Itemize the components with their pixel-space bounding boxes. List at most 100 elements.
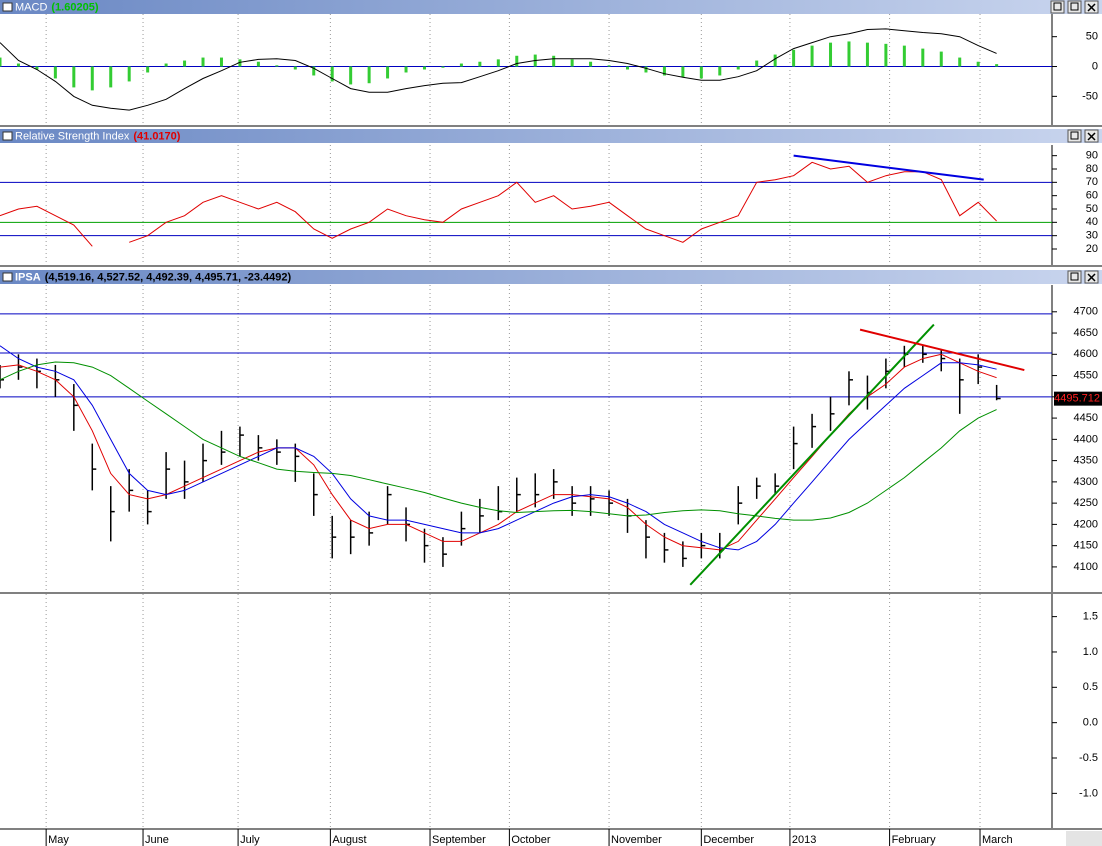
y-tick-label: 4550 (1074, 369, 1098, 381)
y-tick-label: 4650 (1074, 327, 1098, 339)
panel-icon (2, 272, 13, 282)
panel-title-value: (1.60205) (51, 1, 98, 13)
scroll-corner (1066, 831, 1102, 846)
panel-title: Relative Strength Index (15, 130, 130, 142)
histogram-bar (293, 66, 297, 70)
trend-line (859, 328, 1025, 372)
histogram-bar (201, 57, 205, 67)
y-tick-label: 80 (1086, 163, 1098, 175)
x-tick-label: July (240, 834, 260, 846)
histogram-bar (626, 66, 630, 70)
x-tick-label: February (892, 834, 937, 846)
restore-icon (1070, 2, 1079, 11)
x-tick-label: 2013 (792, 834, 816, 846)
y-tick-label: 70 (1086, 176, 1098, 188)
histogram-bar (589, 61, 593, 67)
histogram-bar (958, 57, 962, 67)
histogram-bar (884, 43, 888, 67)
restore-icon (1070, 131, 1079, 140)
histogram-bar (552, 55, 556, 67)
histogram-bar (441, 66, 445, 68)
trend-line (689, 323, 935, 586)
histogram-bar (219, 57, 223, 67)
histogram-bar (829, 42, 833, 67)
histogram-bar (312, 66, 316, 76)
histogram-bar (847, 41, 851, 67)
histogram-bar (773, 54, 777, 67)
y-tick-label: 50 (1086, 203, 1098, 215)
series-line (0, 361, 997, 521)
histogram-bar (902, 45, 906, 67)
histogram-bar (349, 66, 353, 85)
histogram-bar (699, 66, 703, 79)
histogram-bar (662, 66, 666, 76)
y-tick-label: 4100 (1074, 561, 1098, 573)
histogram-bar (90, 66, 94, 91)
panel-icon (2, 2, 13, 12)
y-tick-label: 4450 (1074, 412, 1098, 424)
restore-icon (1053, 2, 1062, 11)
panel-title-bar (0, 270, 1102, 284)
panel-title: MACD (15, 1, 47, 13)
x-tick-label: March (982, 834, 1013, 846)
histogram-bar (755, 60, 759, 67)
histogram-bar (644, 66, 648, 73)
histogram-bar (330, 66, 334, 82)
histogram-bar (459, 63, 463, 67)
histogram-bar (367, 66, 371, 84)
histogram-bar (810, 45, 814, 67)
histogram-bar (976, 61, 980, 67)
y-tick-label: 4350 (1074, 455, 1098, 467)
y-tick-label: 40 (1086, 216, 1098, 228)
y-tick-label: -50 (1082, 90, 1098, 102)
histogram-bar (995, 64, 999, 67)
histogram-bar (865, 42, 869, 67)
histogram-bar (792, 49, 796, 67)
close-icon (1087, 132, 1096, 141)
histogram-bar (0, 57, 2, 67)
y-tick-label: 0.5 (1083, 681, 1098, 693)
histogram-bar (53, 66, 57, 79)
y-tick-label: 1.0 (1083, 646, 1098, 658)
histogram-bar (478, 61, 482, 67)
histogram-bar (921, 48, 925, 67)
y-tick-label: 4400 (1074, 433, 1098, 445)
restore-icon (1070, 272, 1079, 281)
histogram-bar (607, 65, 611, 67)
histogram-bar (146, 66, 150, 73)
panel-title-bar (0, 0, 1102, 14)
y-tick-label: 4700 (1074, 306, 1098, 318)
y-tick-label: 90 (1086, 150, 1098, 162)
close-icon (1087, 3, 1096, 12)
x-tick-label: June (145, 834, 169, 846)
y-tick-label: 60 (1086, 190, 1098, 202)
x-tick-label: December (703, 834, 754, 846)
y-tick-label: 4200 (1074, 518, 1098, 530)
y-tick-label: 20 (1086, 243, 1098, 255)
series-line (0, 28, 997, 111)
y-tick-label: 50 (1086, 31, 1098, 43)
panel-title: IPSA (15, 271, 41, 283)
histogram-bar (35, 66, 39, 70)
x-tick-label: November (611, 834, 662, 846)
histogram-bar (238, 59, 242, 67)
histogram-bar (515, 55, 519, 67)
histogram-bar (386, 66, 390, 79)
y-tick-label: 0 (1092, 60, 1098, 72)
histogram-bar (422, 66, 426, 70)
histogram-bar (109, 66, 113, 88)
y-tick-label: -0.5 (1079, 752, 1098, 764)
trend-line (793, 154, 984, 181)
histogram-bar (127, 66, 131, 82)
histogram-bar (164, 63, 168, 67)
y-tick-label: 1.5 (1083, 611, 1098, 623)
y-tick-label: 4150 (1074, 540, 1098, 552)
panel-title-value: (41.0170) (133, 130, 180, 142)
x-tick-label: October (511, 834, 550, 846)
histogram-bar (681, 66, 685, 78)
panel-title-value: (4,519.16, 4,527.52, 4,492.39, 4,495.71,… (45, 271, 292, 283)
panel-title-bar (0, 129, 1102, 143)
last-value-label: 4495.712 (1054, 393, 1100, 405)
histogram-bar (183, 60, 187, 67)
